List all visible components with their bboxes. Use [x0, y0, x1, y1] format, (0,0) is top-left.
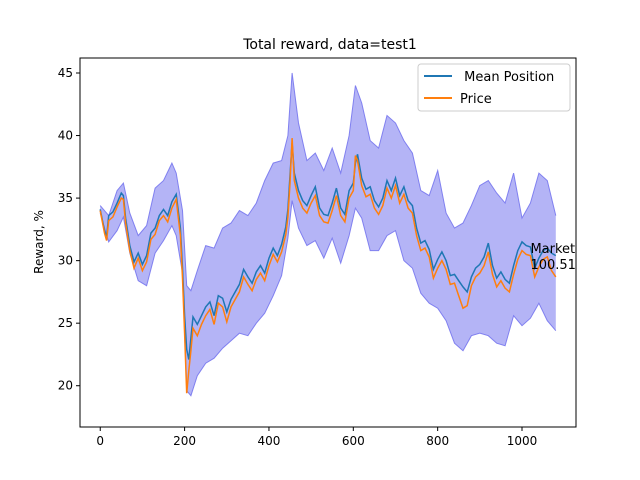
plot-area	[79, 57, 577, 428]
annotation-market-label: Market	[530, 242, 575, 257]
x-tick-label: 800	[426, 434, 449, 448]
legend-label-price: Price	[460, 92, 492, 107]
x-axis: 0 200 400 600 800 1000	[96, 427, 537, 448]
plot-frame	[79, 57, 577, 428]
legend: Mean Position Price	[417, 63, 571, 112]
y-tick-label: 25	[58, 316, 73, 330]
y-tick-label: 45	[58, 66, 73, 80]
chart-title: Total reward, data=test1	[242, 37, 417, 53]
legend-label-mean-position: Mean Position	[460, 70, 554, 85]
y-tick-label: 30	[58, 254, 73, 268]
series-mean-position-line	[99, 143, 557, 360]
x-tick-label: 600	[342, 434, 365, 448]
x-tick-label: 200	[173, 434, 196, 448]
y-axis: 20 25 30 35 40 45	[58, 66, 80, 393]
market-annotation: Market 100.51	[530, 242, 576, 273]
band-lower-edge	[99, 200, 557, 397]
y-tick-label: 35	[58, 191, 73, 205]
band-upper-edge	[99, 72, 557, 292]
x-tick-label: 0	[96, 434, 104, 448]
y-axis-label: Reward, %	[32, 210, 46, 274]
position-range-band	[100, 73, 556, 396]
annotation-market-value: 100.51	[530, 258, 576, 273]
series-price-line	[99, 138, 557, 394]
legend-box	[417, 63, 571, 112]
y-tick-label: 40	[58, 129, 73, 143]
x-tick-label: 1000	[507, 434, 538, 448]
x-tick-label: 400	[257, 434, 280, 448]
y-tick-label: 20	[58, 379, 73, 393]
